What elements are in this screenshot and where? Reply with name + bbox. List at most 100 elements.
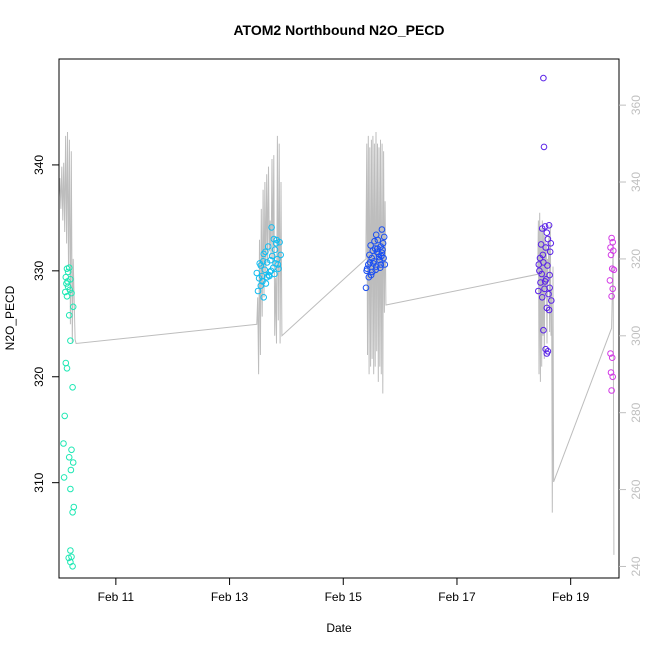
data-point-flight-3 — [380, 254, 387, 262]
data-point-flight-3 — [362, 284, 370, 292]
data-point-flight-5 — [607, 350, 614, 357]
data-point-flight-5 — [607, 251, 615, 259]
data-point-flight-3 — [376, 264, 384, 272]
data-point-flight-3 — [373, 248, 381, 256]
data-point-flight-1 — [64, 283, 72, 291]
axis-layer: Feb 11 Feb 13 Feb 15 Feb 17 Feb 19 310 320 330 3… — [32, 58, 643, 604]
data-point-flight-1 — [69, 303, 77, 311]
data-point-flight-1 — [69, 509, 76, 516]
data-point-flight-1 — [65, 554, 72, 562]
data-point-flight-2 — [272, 240, 280, 247]
data-point-flight-4 — [547, 240, 555, 247]
data-point-flight-2 — [258, 272, 266, 280]
data-point-flight-4 — [541, 223, 549, 230]
data-point-flight-4 — [535, 287, 542, 295]
data-point-flight-1 — [67, 547, 74, 554]
data-point-flight-2 — [253, 269, 261, 277]
data-point-flight-1 — [69, 563, 76, 570]
data-point-flight-4 — [538, 294, 546, 301]
data-point-flight-1 — [68, 289, 75, 297]
data-point-flight-3 — [366, 251, 373, 259]
x-tick-label: Feb 19 — [552, 590, 590, 604]
x-tick-label: Feb 15 — [325, 590, 363, 604]
data-point-flight-3 — [379, 246, 386, 253]
data-point-flight-4 — [535, 261, 543, 268]
data-point-flight-5 — [608, 387, 615, 394]
data-point-flight-5 — [609, 285, 617, 293]
data-point-flight-1 — [63, 280, 70, 287]
data-point-flight-1 — [65, 264, 73, 272]
scatter-point-layer — [60, 74, 618, 570]
data-point-flight-1 — [60, 474, 68, 481]
data-point-flight-4 — [539, 251, 547, 259]
data-point-flight-4 — [546, 271, 553, 279]
data-point-flight-5 — [610, 266, 618, 274]
data-point-flight-5 — [608, 293, 615, 300]
data-point-flight-1 — [62, 288, 69, 296]
data-point-flight-3 — [377, 243, 385, 250]
data-point-flight-3 — [381, 261, 389, 268]
data-point-flight-5 — [609, 238, 617, 246]
data-point-flight-5 — [608, 354, 616, 362]
data-point-flight-4 — [540, 326, 547, 334]
data-point-flight-2 — [268, 224, 275, 231]
data-point-flight-1 — [69, 459, 77, 466]
data-point-flight-3 — [378, 252, 385, 260]
y2-tick-label: 240 — [629, 556, 643, 576]
y-tick-label: 330 — [32, 260, 46, 280]
data-point-flight-4 — [546, 248, 554, 256]
y2-tick-label: 320 — [629, 249, 643, 269]
data-point-flight-2 — [265, 271, 273, 279]
x-tick-label: Feb 13 — [211, 590, 249, 604]
data-point-flight-1 — [64, 268, 72, 276]
data-point-flight-1 — [65, 312, 73, 319]
data-point-flight-4 — [543, 229, 551, 236]
data-point-flight-3 — [367, 242, 374, 249]
data-point-flight-4 — [548, 297, 555, 304]
data-point-flight-2 — [262, 248, 269, 256]
data-point-flight-3 — [370, 260, 377, 267]
data-point-flight-5 — [606, 277, 614, 284]
data-point-flight-1 — [61, 412, 68, 420]
data-point-flight-1 — [65, 454, 73, 461]
data-point-flight-3 — [363, 267, 370, 275]
data-point-flight-1 — [63, 365, 71, 372]
chart-title: ATOM2 Northbound N2O_PECD — [233, 22, 444, 38]
data-point-flight-1 — [69, 384, 76, 391]
y2-tick-label: 340 — [629, 172, 643, 192]
y2-tick-label: 360 — [629, 95, 643, 115]
data-point-flight-4 — [545, 290, 552, 298]
data-point-flight-2 — [272, 260, 279, 267]
data-point-flight-2 — [271, 246, 279, 253]
data-point-flight-1 — [60, 440, 67, 447]
data-point-flight-4 — [544, 262, 551, 269]
data-point-flight-2 — [259, 258, 267, 265]
data-point-flight-2 — [260, 294, 268, 301]
data-point-flight-1 — [67, 276, 74, 283]
x-axis-label: Date — [326, 621, 352, 635]
data-point-flight-1 — [63, 293, 71, 300]
x-tick-label: Feb 11 — [98, 590, 135, 604]
data-point-flight-4 — [540, 143, 548, 151]
data-point-flight-1 — [67, 466, 75, 474]
data-point-flight-2 — [260, 250, 268, 258]
data-point-flight-4 — [545, 222, 553, 229]
data-point-flight-5 — [609, 373, 617, 381]
data-point-flight-1 — [67, 337, 74, 345]
data-point-flight-2 — [273, 236, 281, 244]
y2-tick-label: 280 — [629, 402, 643, 422]
y-tick-label: 320 — [32, 366, 46, 386]
data-point-flight-2 — [262, 280, 270, 287]
data-point-flight-1 — [67, 485, 74, 493]
data-point-flight-2 — [277, 251, 285, 259]
plot-frame — [58, 58, 620, 579]
data-point-flight-4 — [541, 278, 549, 285]
data-point-flight-3 — [374, 236, 382, 244]
y-tick-label: 340 — [32, 155, 46, 175]
data-point-flight-2 — [263, 259, 271, 266]
data-point-flight-4 — [542, 345, 550, 353]
data-point-flight-5 — [608, 265, 616, 273]
data-point-flight-4 — [542, 244, 550, 251]
data-point-flight-3 — [378, 226, 386, 233]
